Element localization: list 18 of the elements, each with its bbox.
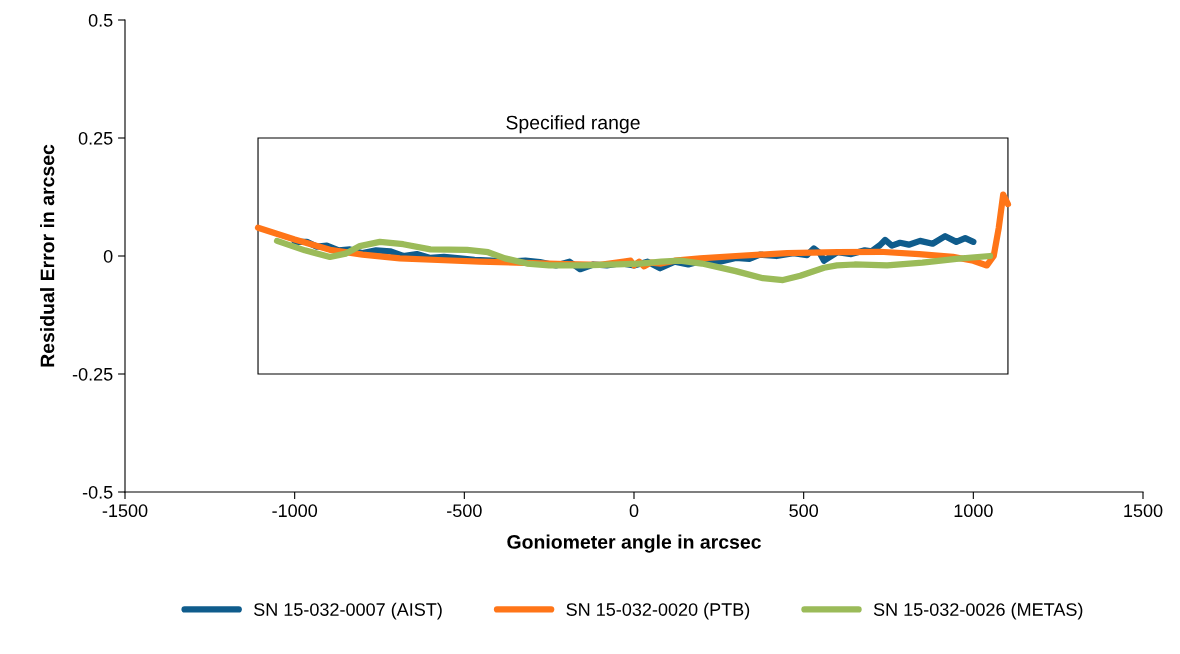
y-tick-label: -0.5 (82, 485, 113, 499)
y-tick-label: 0 (103, 249, 113, 263)
legend-label: SN 15-032-0020 (PTB) (566, 602, 750, 620)
x-tick-label: 1000 (954, 504, 993, 518)
y-tick-label: -0.25 (72, 367, 113, 381)
legend-label: SN 15-032-0026 (METAS) (873, 602, 1083, 620)
legend-label: SN 15-032-0007 (AIST) (254, 602, 442, 620)
x-tick-label: -1000 (272, 504, 318, 518)
x-tick-label: -1500 (102, 504, 148, 518)
x-tick-label: -500 (447, 504, 482, 518)
y-tick-label: 0.5 (88, 13, 113, 27)
x-tick-label: 1500 (1124, 504, 1163, 518)
x-tick-label: 500 (789, 504, 819, 518)
x-axis-title: Goniometer angle in arcsec (507, 534, 761, 553)
y-axis-title: Residual Error in arcsec (40, 144, 55, 367)
band-label: Specified range (506, 115, 640, 134)
y-tick-label: 0.25 (78, 131, 113, 145)
x-tick-label: 0 (629, 504, 639, 518)
